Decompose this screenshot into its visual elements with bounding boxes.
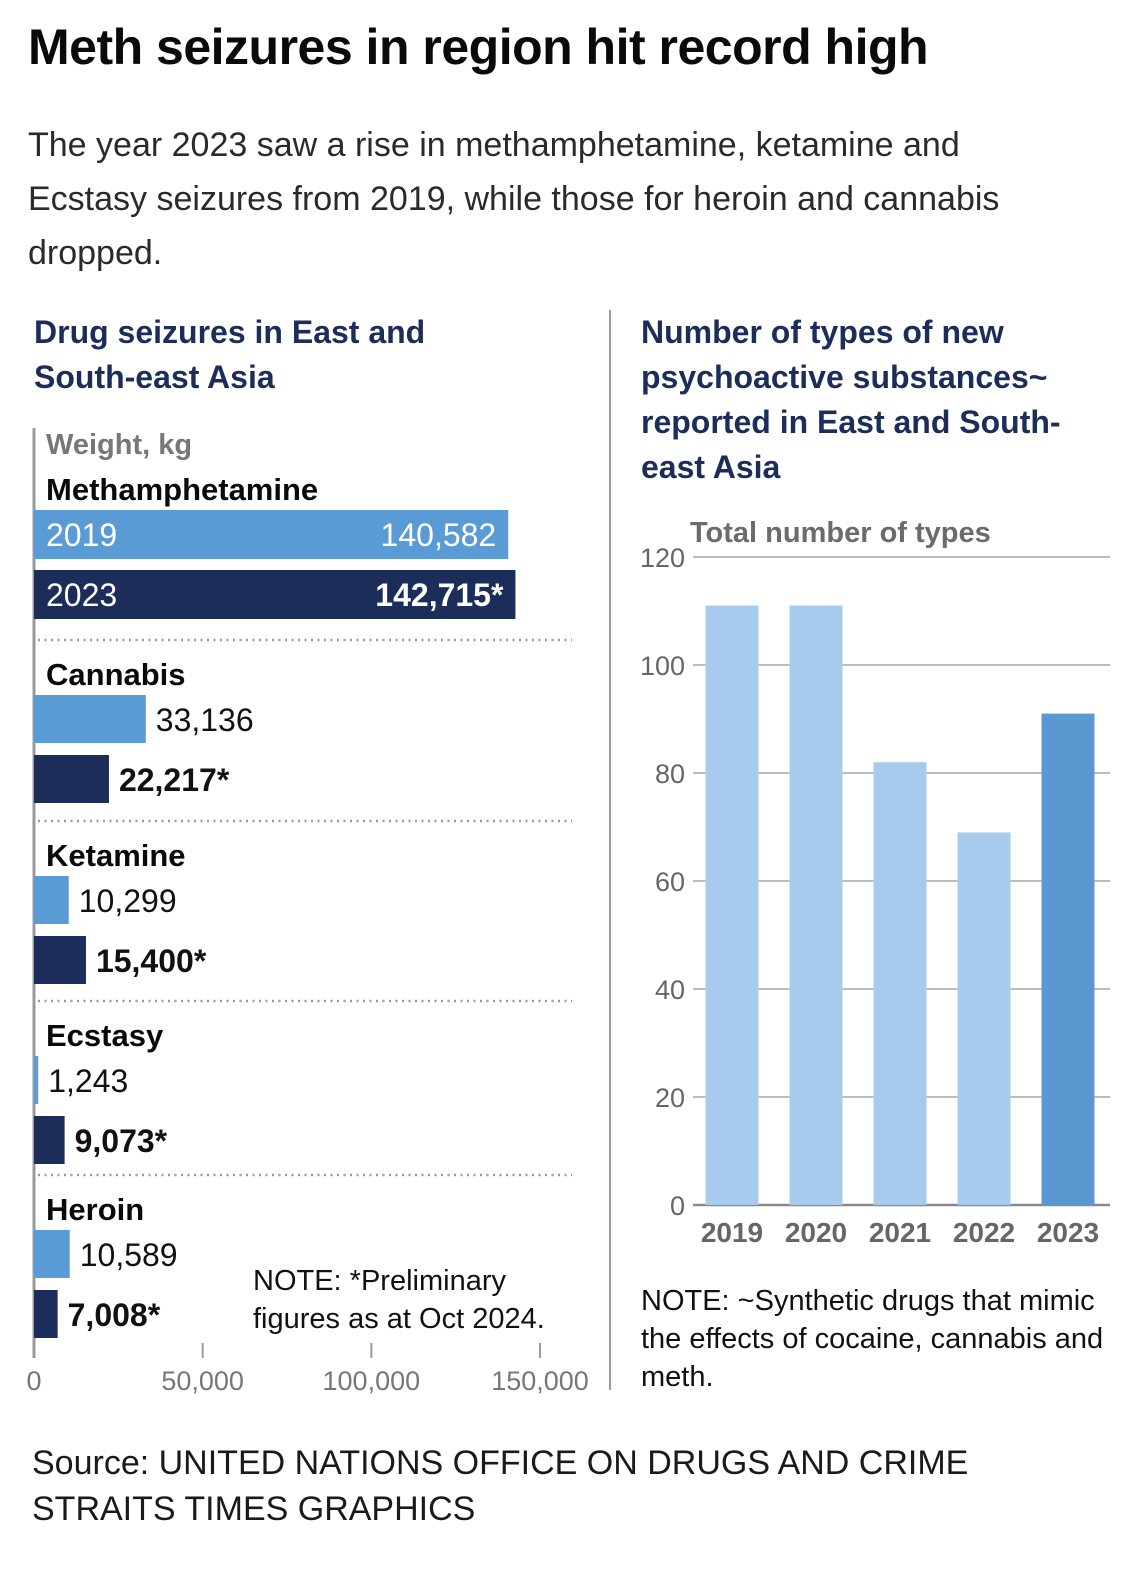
data-label: 140,582 — [381, 517, 497, 553]
page-subtitle: The year 2023 saw a rise in methamphetam… — [28, 126, 1000, 272]
x-tick-label: 0 — [26, 1366, 41, 1396]
category-label: Heroin — [46, 1192, 144, 1227]
bar-2019 — [34, 510, 509, 559]
bar-2023 — [34, 1290, 58, 1338]
x-tick-label: 100,000 — [323, 1366, 421, 1396]
unit-label: Weight, kg — [46, 429, 192, 461]
bar-2023 — [34, 570, 516, 619]
data-label: 142,715* — [375, 577, 504, 613]
bar-2023 — [34, 755, 109, 803]
left-chart-note: NOTE: *Preliminary figures as at Oct 202… — [253, 1265, 545, 1335]
bar-2021 — [873, 762, 927, 1205]
credit-line: STRAITS TIMES GRAPHICS — [32, 1490, 476, 1528]
y-tick-label: 40 — [655, 975, 685, 1005]
nps-types-chart: Total number of types 0 20 40 60 80 100 120 2019… — [640, 517, 1110, 1248]
y-tick-label: 0 — [670, 1191, 685, 1221]
data-label: 1,243 — [48, 1063, 128, 1099]
x-tick-label: 2023 — [1037, 1217, 1099, 1248]
bar-2019 — [34, 876, 69, 924]
data-label: 10,299 — [79, 883, 177, 919]
data-label: 22,217* — [119, 762, 230, 798]
right-chart-title: Number of types of new psychoactive subs… — [641, 314, 1061, 485]
y-tick-label: 60 — [655, 867, 685, 897]
y-axis-title: Total number of types — [690, 517, 991, 549]
drug-seizures-chart: Weight, kg Methamphetamine 2019 140,582 2023… — [26, 428, 589, 1396]
page-title: Meth seizures in region hit record high — [28, 19, 929, 75]
bar-2022 — [957, 832, 1011, 1205]
series-label: 2019 — [46, 517, 117, 553]
x-tick-label: 2019 — [701, 1217, 763, 1248]
x-tick-label: 2020 — [785, 1217, 847, 1248]
x-tick-label: 150,000 — [491, 1366, 589, 1396]
data-label: 33,136 — [156, 702, 254, 738]
right-chart-note: NOTE: ~Synthetic drugs that mimic the ef… — [641, 1285, 1104, 1393]
category-label: Methamphetamine — [46, 472, 318, 507]
data-label: 10,589 — [80, 1237, 178, 1273]
bar-2019 — [705, 605, 759, 1205]
source-credit: Source: UNITED NATIONS OFFICE ON DRUGS A… — [32, 1440, 968, 1532]
category-label: Ketamine — [46, 838, 186, 873]
left-chart-title: Drug seizures in East and South-east Asi… — [34, 314, 426, 395]
y-tick-label: 20 — [655, 1083, 685, 1113]
bar-2023 — [34, 936, 86, 984]
category-label: Cannabis — [46, 657, 186, 692]
x-tick-label: 50,000 — [161, 1366, 244, 1396]
series-label: 2023 — [46, 577, 117, 613]
data-label: 9,073* — [75, 1123, 168, 1159]
data-label: 7,008* — [68, 1297, 161, 1333]
bar-2019 — [34, 1056, 39, 1104]
bar-2023 — [1041, 713, 1095, 1205]
bar-2020 — [789, 605, 843, 1205]
x-tick-label: 2022 — [953, 1217, 1015, 1248]
panel-divider — [609, 310, 611, 1390]
data-label: 15,400* — [96, 943, 207, 979]
y-tick-label: 100 — [640, 651, 685, 681]
bar-2019 — [34, 1230, 70, 1278]
source-line: Source: UNITED NATIONS OFFICE ON DRUGS A… — [32, 1444, 969, 1482]
bar-2019 — [34, 695, 146, 743]
y-tick-label: 120 — [640, 543, 685, 573]
bar-2023 — [34, 1116, 65, 1164]
y-tick-label: 80 — [655, 759, 685, 789]
x-tick-label: 2021 — [869, 1217, 931, 1248]
category-label: Ecstasy — [46, 1018, 164, 1053]
